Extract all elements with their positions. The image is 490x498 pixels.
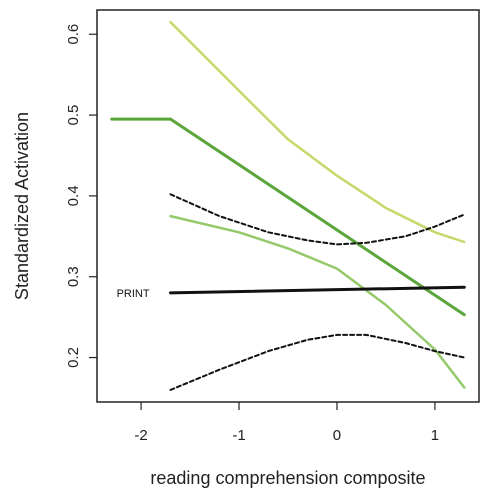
series-line-print-lower-band — [169, 333, 466, 391]
y-tick-label: 0.4 — [65, 185, 82, 206]
x-tick-label: 1 — [431, 427, 439, 444]
series-line-green-lower-band — [169, 214, 466, 389]
x-tick-label: 0 — [333, 427, 341, 444]
y-axis-title: Standardized Activation — [12, 112, 32, 300]
y-tick-label: 0.6 — [65, 24, 82, 45]
x-tick-label: -2 — [134, 427, 147, 444]
x-axis-title: reading comprehension composite — [150, 468, 425, 488]
annotation-label: PRINT — [117, 288, 150, 300]
y-ticks: 0.2 0.3 0.4 0.5 0.6 — [65, 24, 97, 368]
series-line-green-fit — [110, 117, 466, 317]
series-line-green-upper-band — [169, 20, 466, 244]
annotations: PRINT — [117, 288, 150, 300]
x-ticks: -2 -1 0 1 — [134, 402, 439, 444]
y-tick-label: 0.3 — [65, 266, 82, 287]
y-tick-label: 0.5 — [65, 105, 82, 126]
x-tick-label: -1 — [232, 427, 245, 444]
series-layer — [110, 20, 466, 391]
series-line-print-upper-band — [169, 193, 466, 246]
plot-frame — [96, 9, 480, 403]
series-line-print-fit — [169, 285, 466, 295]
y-tick-label: 0.2 — [65, 347, 82, 368]
